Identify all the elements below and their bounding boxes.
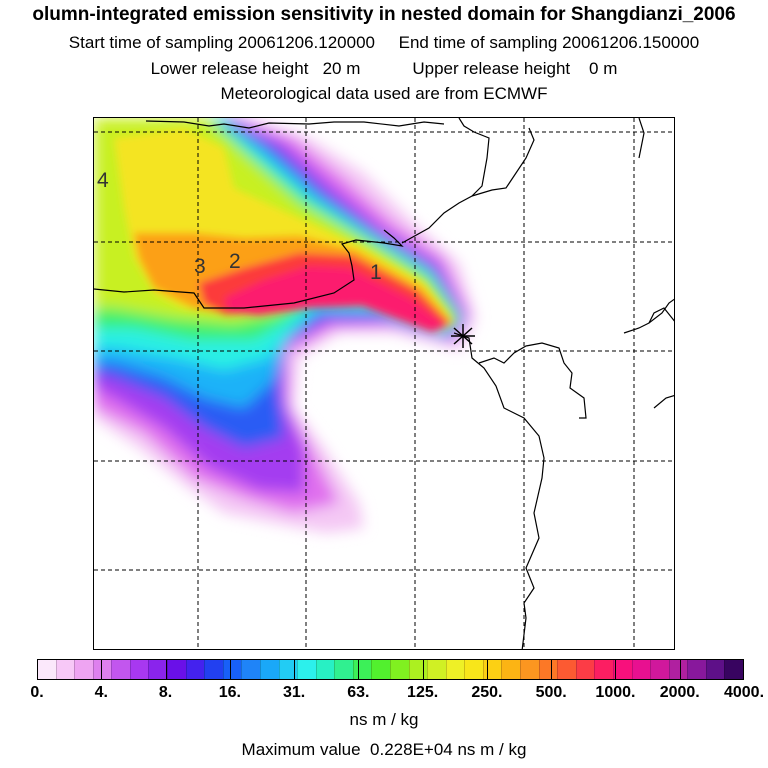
colorbar-segment: [389, 660, 409, 679]
colorbar-tick-label: 63.: [347, 684, 370, 701]
colorbar-segment: [371, 660, 390, 679]
colorbar-segment: [650, 660, 669, 679]
colorbar-segment: [204, 660, 223, 679]
colorbar-tick-label: 250.: [471, 684, 503, 701]
colorbar-segment: [222, 660, 242, 679]
region-label-1: 1: [370, 261, 382, 284]
maximum-value-text: Maximum value 0.228E+04 ns m / kg: [241, 740, 527, 759]
colorbar-tick-label: 4.: [94, 684, 108, 701]
colorbar-divider: [551, 660, 553, 679]
colorbar-segment: [297, 660, 316, 679]
colorbar-tick-label: 0.: [30, 684, 44, 701]
colorbar: [37, 659, 744, 680]
map-canvas: 4 3 2 1: [94, 118, 674, 649]
release-height-line: Lower release height 20 m Upper release …: [150, 59, 618, 78]
colorbar-tick-label: 8.: [158, 684, 173, 701]
colorbar-segment: [631, 660, 651, 679]
colorbar-segment: [501, 660, 521, 679]
colorbar-segment: [352, 660, 372, 679]
colorbar-segment: [687, 660, 706, 679]
colorbar-segment: [482, 660, 502, 679]
colorbar-tick-label: 31.: [282, 684, 306, 701]
colorbar-segment: [724, 660, 743, 679]
sensitivity-map: 4 3 2 1: [93, 117, 675, 650]
colorbar-segment: [464, 660, 483, 679]
colorbar-segment: [185, 660, 205, 679]
colorbar-tick-label: 16.: [218, 684, 241, 701]
colorbar-divider: [101, 660, 103, 679]
colorbar-unit: ns m / kg: [349, 710, 419, 729]
region-label-2: 2: [229, 250, 241, 273]
colorbar-divider: [165, 660, 167, 679]
colorbar-divider: [615, 660, 617, 679]
colorbar-divider: [358, 660, 360, 679]
colorbar-segment: [575, 660, 595, 679]
colorbar-segment: [445, 660, 465, 679]
colorbar-segment: [705, 660, 725, 679]
colorbar-segment: [594, 660, 613, 679]
met-data-line: Meteorological data used are from ECMWF: [220, 84, 548, 103]
colorbar-divider: [294, 660, 296, 679]
colorbar-tick-label: 125.: [407, 684, 439, 701]
coastlines: [94, 118, 674, 649]
colorbar-segment: [111, 660, 130, 679]
colorbar-tick-label: 2000.: [659, 684, 700, 701]
region-label-4: 4: [97, 169, 109, 192]
colorbar-segment: [612, 660, 632, 679]
colorbar-segment: [241, 660, 260, 679]
colorbar-divider: [679, 660, 681, 679]
colorbar-segment: [259, 660, 279, 679]
colorbar-segment: [38, 660, 56, 679]
colorbar-segment: [167, 660, 186, 679]
colorbar-segment: [408, 660, 428, 679]
colorbar-divider: [229, 660, 231, 679]
colorbar-segment: [148, 660, 168, 679]
colorbar-segment: [557, 660, 576, 679]
plot-title: olumn-integrated emission sensitivity in…: [32, 4, 736, 25]
colorbar-segment: [668, 660, 688, 679]
sampling-time-line: Start time of sampling 20061206.120000 E…: [68, 33, 700, 52]
lat-lon-grid: [94, 118, 674, 649]
colorbar-divider: [486, 660, 488, 679]
colorbar-segment: [334, 660, 353, 679]
receptor-marker-icon: [451, 324, 475, 348]
colorbar-segment: [520, 660, 539, 679]
colorbar-segment: [315, 660, 335, 679]
colorbar-tick-label: 1000.: [595, 684, 636, 701]
colorbar-segment: [278, 660, 298, 679]
plume-layer-hotpink: [224, 266, 446, 332]
colorbar-divider: [422, 660, 424, 679]
colorbar-segment: [55, 660, 75, 679]
colorbar-tick-label: 500.: [535, 684, 567, 701]
colorbar-segment: [538, 660, 558, 679]
colorbar-segment: [427, 660, 446, 679]
colorbar-segment: [129, 660, 149, 679]
colorbar-tick-label: 4000.: [723, 684, 765, 701]
colorbar-segment: [74, 660, 93, 679]
region-label-3: 3: [194, 255, 206, 278]
